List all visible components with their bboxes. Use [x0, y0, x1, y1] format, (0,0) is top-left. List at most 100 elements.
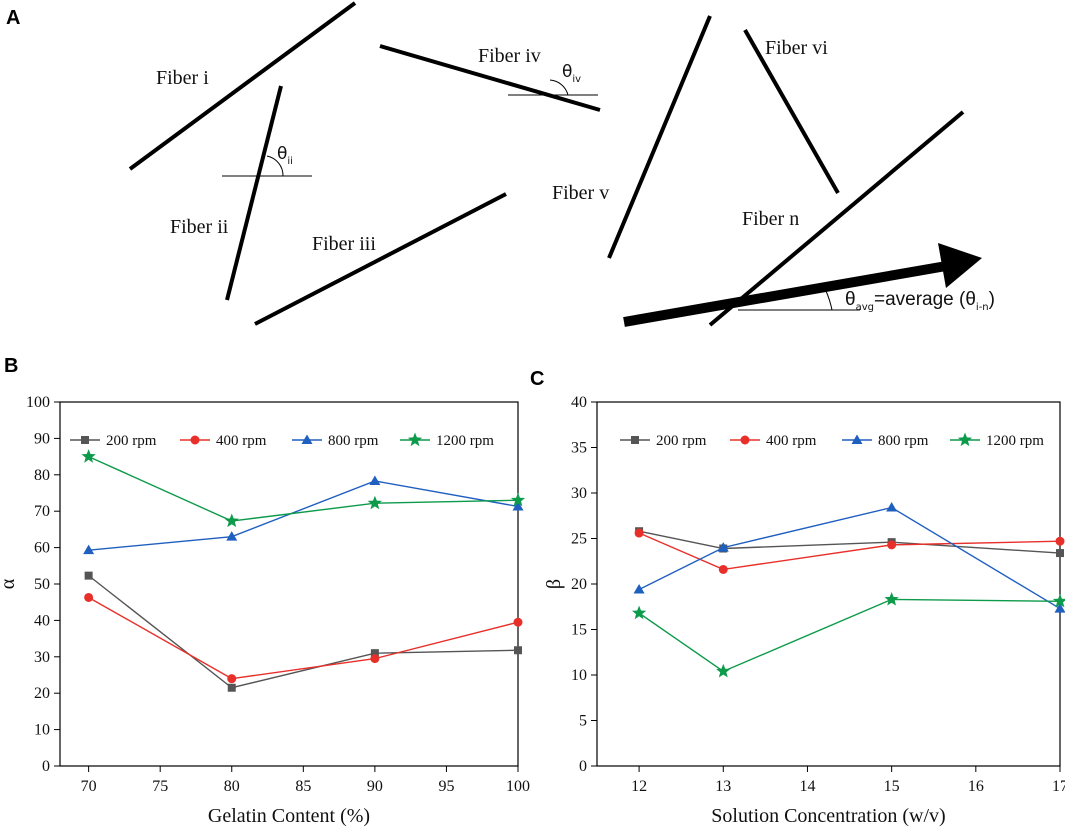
chart-c-point-400-rpm-17: [1055, 536, 1065, 546]
chart-c-plot: 0 5 10 15 20 25 30 35 40 12 13 14 15 16 17 Solution Con…: [543, 394, 1065, 827]
theta-iv-label: θiv: [562, 62, 581, 85]
chart-c-legend-marker-400-rpm: [740, 435, 750, 445]
chart-c-y-tick-label: 15: [571, 622, 587, 639]
chart-b-legend-marker-1200-rpm: [407, 432, 423, 447]
chart-b-frame: [59, 401, 519, 767]
chart-b-x-axis-label: Gelatin Content (%): [208, 805, 370, 827]
chart-b-y-tick-label: 50: [34, 576, 50, 593]
chart-c-y-axis-label: β: [543, 579, 565, 589]
chart-c-point-1200-rpm-17: [1052, 593, 1065, 608]
chart-c-y-tick-label: 35: [571, 440, 587, 457]
chart-b-y-tick-label: 90: [34, 430, 50, 447]
chart-b-legend-label-200-rpm: 200 rpm: [106, 433, 157, 449]
average-arrow-shaft: [623, 260, 953, 327]
chart-c-legend-marker-1200-rpm: [957, 432, 973, 447]
panel-b-letter: B: [4, 355, 18, 377]
chart-c-point-1200-rpm-13: [716, 663, 731, 678]
chart-c-point-800-rpm-15: [886, 502, 898, 512]
theta-ii-label: θii: [277, 144, 293, 167]
chart-b-point-400-rpm-100: [513, 617, 523, 627]
chart-c-point-200-rpm-17: [1056, 549, 1064, 558]
chart-c-x-tick-label: 13: [715, 778, 731, 795]
fiber-v-label: Fiber v: [552, 182, 609, 204]
chart-b-point-1200-rpm-90: [367, 495, 382, 510]
chart-c-series-line-400-rpm: [638, 532, 1061, 571]
chart-b-x-tick-label: 70: [81, 778, 97, 795]
fiber-n-line: [708, 110, 965, 327]
chart-c-legend-marker-200-rpm: [631, 436, 639, 444]
fiber-i-line: [128, 1, 357, 171]
chart-c-point-1200-rpm-15: [884, 592, 899, 606]
chart-c-legend-label-400-rpm: 400 rpm: [766, 433, 817, 449]
chart-b-point-200-rpm-90: [370, 649, 379, 658]
fiber-ii-label: Fiber ii: [170, 216, 229, 238]
fiber-iii-label: Fiber iii: [312, 233, 376, 255]
chart-b-point-1200-rpm-80: [224, 513, 239, 528]
chart-c-series-line-1200-rpm: [638, 598, 1061, 673]
chart-b-plot: 0 10 20 30 40 50 60 70 80 90 100 70 75 80 85 90 95 100 Gel…: [0, 394, 530, 827]
chart-b-legend-label-1200-rpm: 1200 rpm: [436, 433, 494, 449]
chart-b-point-800-rpm-90: [369, 475, 381, 485]
chart-b-point-200-rpm-70: [84, 571, 93, 580]
chart-b-y-tick-label: 60: [34, 540, 50, 557]
chart-b-y-tick-label: 70: [34, 503, 50, 520]
chart-c-x-tick-label: 15: [884, 778, 900, 795]
chart-b-point-1200-rpm-100: [510, 492, 526, 507]
chart-c-point-800-rpm-12: [633, 583, 645, 594]
chart-b-x-tick-label: 80: [224, 778, 240, 795]
chart-c-y-tick-label: 20: [571, 576, 587, 593]
chart-b-series-line-800-rpm: [88, 480, 519, 551]
chart-c-y-tick-label: 40: [571, 394, 587, 411]
theta-avg-arc: [825, 290, 833, 311]
chart-b-series-line-200-rpm: [88, 575, 519, 689]
fiber-vi-label: Fiber vi: [765, 37, 828, 59]
chart-b-y-tick-label: 30: [34, 649, 50, 666]
panel-a-letter: A: [6, 7, 20, 29]
theta-avg-formula: θavg=average (θi-n): [845, 289, 995, 313]
chart-b-legend-marker-400-rpm: [190, 435, 200, 445]
chart-b-legend-marker-200-rpm: [81, 436, 89, 444]
chart-c-y-tick-label: 30: [571, 485, 587, 502]
chart-b-legend-label-400-rpm: 400 rpm: [216, 433, 267, 449]
theta-iv-arc: [549, 79, 569, 96]
chart-c-x-axis-label: Solution Concentration (w/v): [711, 805, 945, 827]
panel-a-diagram: A Fiber i Fiber ii Fiber iii Fiber iv Fi…: [6, 1, 995, 327]
chart-b-y-tick-label: 40: [34, 612, 50, 629]
panel-b-chart: B 0 10 20 30 40 50 60 70 80 90 100 70 75 80 85 90 95 100 G…: [0, 355, 530, 827]
chart-b-x-tick-label: 90: [367, 778, 383, 795]
chart-c-point-400-rpm-12: [634, 528, 644, 538]
chart-b-point-1200-rpm-70: [81, 449, 96, 463]
chart-c-x-tick-label: 12: [631, 778, 647, 795]
chart-c-y-tick-label: 10: [571, 667, 587, 684]
chart-c-series-line-800-rpm: [638, 506, 1061, 610]
average-arrow-head: [938, 243, 982, 288]
chart-b-y-tick-label: 80: [34, 467, 50, 484]
fiber-n-label: Fiber n: [742, 208, 799, 230]
chart-b-legend-marker-800-rpm: [301, 434, 313, 444]
chart-b-point-400-rpm-90: [370, 654, 380, 664]
chart-c-x-tick-label: 17: [1052, 778, 1065, 795]
chart-c-point-800-rpm-17: [1054, 603, 1065, 613]
fiber-iii-line: [254, 192, 507, 326]
chart-b-point-800-rpm-80: [226, 531, 238, 541]
chart-b-series-line-1200-rpm: [88, 455, 519, 522]
chart-b-point-400-rpm-70: [84, 592, 94, 602]
chart-c-point-400-rpm-13: [718, 564, 728, 574]
fiber-iv-label: Fiber iv: [478, 45, 541, 67]
chart-c-point-800-rpm-13: [717, 542, 729, 552]
chart-c-legend-label-800-rpm: 800 rpm: [878, 433, 929, 449]
chart-b-point-400-rpm-80: [227, 674, 237, 684]
fiber-iv-line: [379, 44, 601, 112]
theta-ii-arc: [266, 155, 284, 177]
chart-c-legend-label-200-rpm: 200 rpm: [656, 433, 707, 449]
chart-b-x-tick-label: 75: [152, 778, 168, 795]
chart-b-point-800-rpm-100: [512, 500, 524, 511]
chart-c-y-tick-label: 25: [571, 531, 587, 548]
chart-b-y-tick-label: 10: [34, 722, 50, 739]
chart-b-point-200-rpm-100: [514, 646, 522, 655]
chart-c-series-line-200-rpm: [638, 530, 1061, 554]
chart-b-y-tick-label: 100: [26, 394, 50, 411]
fiber-v-line: [607, 15, 712, 259]
fiber-vi-line: [743, 29, 840, 194]
